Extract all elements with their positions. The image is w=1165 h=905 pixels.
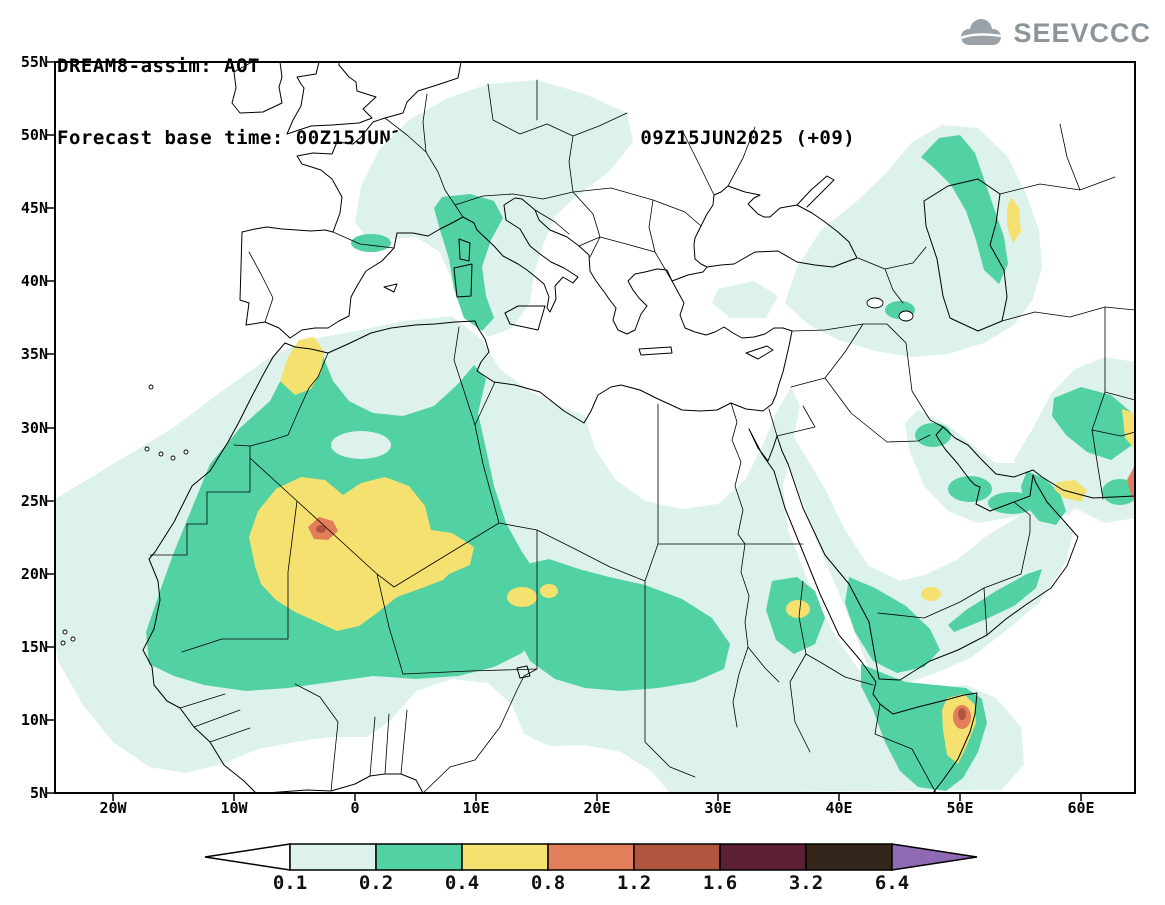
colorbar-level-0.8: 0.8: [530, 872, 566, 894]
lat-label-10n: 10N: [20, 711, 48, 729]
colorbar-level-1.2: 1.2: [616, 872, 652, 894]
seevccc-logo: SEEVCCC: [955, 16, 1151, 50]
lon-label-40e: 40E: [825, 799, 853, 817]
lat-label-45n: 45N: [20, 199, 48, 217]
lat-label-5n: 5N: [29, 784, 48, 802]
colorbar-level-0.2: 0.2: [358, 872, 394, 894]
lon-label-30e: 30E: [704, 799, 732, 817]
nile-river: [730, 402, 780, 728]
lat-label-35n: 35N: [20, 345, 48, 363]
colorbar-level-6.4: 6.4: [874, 872, 910, 894]
colorbar-box-0.1-0.2: [289, 843, 377, 871]
lon-label-50e: 50E: [946, 799, 974, 817]
lon-label-10e: 10E: [462, 799, 490, 817]
colorbar-box-0.8-1.2: [547, 843, 635, 871]
colorbar-box-3.2-6.4: [805, 843, 893, 871]
map: [47, 61, 1136, 801]
lat-label-20n: 20N: [20, 565, 48, 583]
colorbar-box-0.2-0.4: [375, 843, 463, 871]
lat-label-55n: 55N: [20, 53, 48, 71]
lon-label-60e: 60E: [1067, 799, 1095, 817]
lat-label-40n: 40N: [20, 272, 48, 290]
country-borders: [149, 79, 1135, 793]
lat-label-15n: 15N: [20, 638, 48, 656]
colorbar-box-0.4-0.8: [461, 843, 549, 871]
colorbar-level-3.2: 3.2: [788, 872, 824, 894]
colorbar-level-0.1: 0.1: [272, 872, 308, 894]
coastlines: [60, 62, 1135, 793]
islands-dots: [60, 384, 189, 646]
lon-label-10w: 10W: [220, 799, 248, 817]
cloud-icon: [960, 19, 1002, 45]
lat-label-50n: 50N: [20, 126, 48, 144]
aot-field: [55, 80, 1135, 793]
colorbar-level-1.6: 1.6: [702, 872, 738, 894]
lon-label-20e: 20E: [583, 799, 611, 817]
lat-label-30n: 30N: [20, 419, 48, 437]
lon-label-0: 0: [350, 799, 360, 817]
colorbar-level-0.4: 0.4: [444, 872, 480, 894]
colorbar-box-1.6-3.2: [719, 843, 807, 871]
colorbar-box-1.2-1.6: [633, 843, 721, 871]
colorbar: [204, 843, 978, 871]
lon-label-20w: 20W: [99, 799, 127, 817]
page-title: DREAM8-assim: AOT: [57, 55, 260, 77]
lat-label-25n: 25N: [20, 492, 48, 510]
axis-ticks: [47, 61, 1082, 801]
colorbar-below-arrow: [204, 843, 291, 871]
logo-text: SEEVCCC: [1013, 17, 1151, 48]
colorbar-above-arrow: [891, 843, 978, 871]
